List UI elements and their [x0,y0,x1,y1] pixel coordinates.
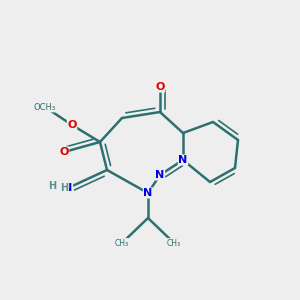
Text: O: O [155,82,165,92]
Text: O: O [67,120,77,130]
Text: CH₃: CH₃ [115,238,129,247]
Text: N: N [143,188,153,198]
Text: O: O [59,147,69,157]
Text: N: N [63,183,73,193]
Text: CH₃: CH₃ [167,238,181,247]
Text: H: H [60,183,69,193]
Text: N: N [178,155,188,165]
Text: H: H [48,181,56,191]
Text: N: N [155,170,165,180]
Text: OCH₃: OCH₃ [34,103,56,112]
Text: OCH₃: OCH₃ [33,103,57,112]
